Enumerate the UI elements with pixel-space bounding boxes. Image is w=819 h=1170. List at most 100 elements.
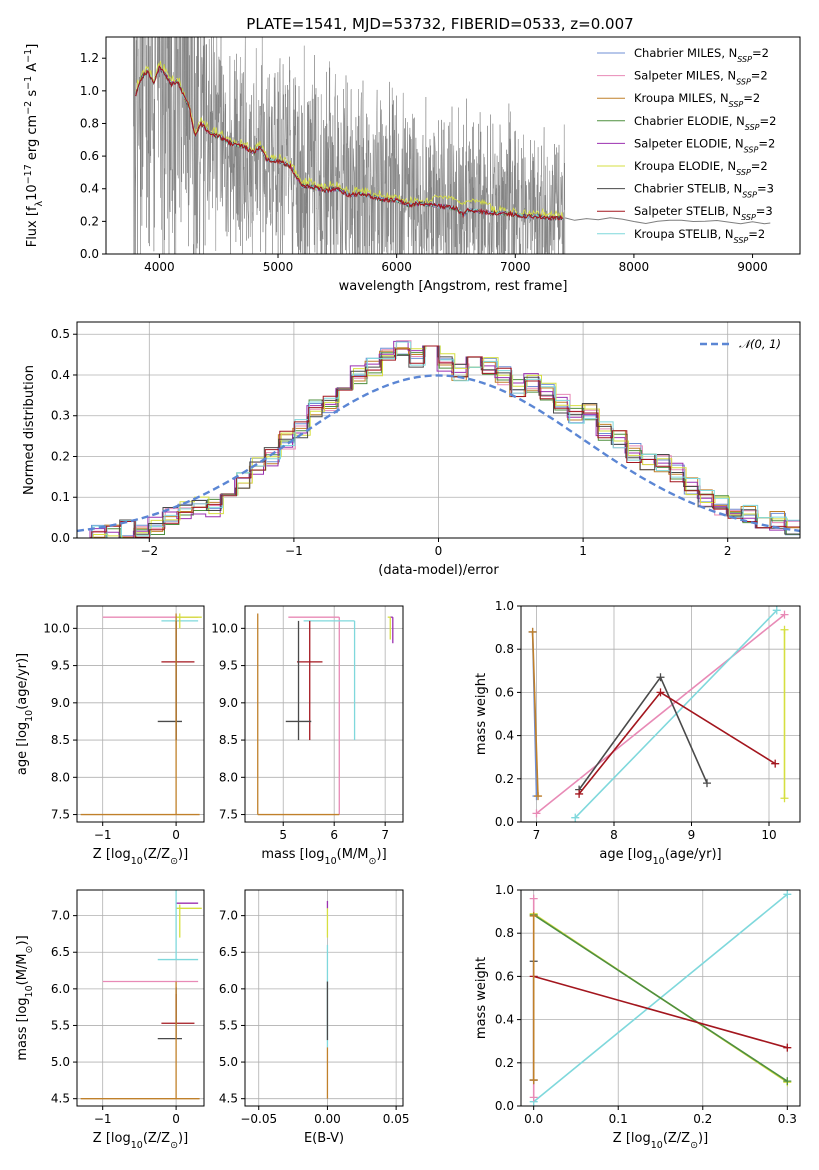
spectrum-legend: Chabrier MILES, NSSP=2 Salpeter MILES, NS…: [597, 46, 776, 244]
plus-marker: [780, 625, 789, 634]
plot-area-age_vs_Z: [80, 613, 202, 816]
x-axis-label: mass [log10(M/M⊙)]: [261, 847, 386, 867]
x-axis-label: Z [log10(Z/Z⊙)]: [93, 847, 188, 867]
data-spectrum-tail: [564, 217, 771, 225]
plus-marker: [772, 606, 781, 615]
y-tick-label: 0.2: [495, 1056, 514, 1070]
y-tick-label: 0.5: [51, 327, 70, 341]
y-tick-label: 5.5: [219, 1018, 238, 1032]
x-tick-label: 5: [279, 828, 287, 842]
panel-massweight_vs_age: 7 8 9 10 0.0 0.2 0.4 0.6 0.8 1.0 age [log10(age/yr…: [474, 599, 801, 867]
plus-marker: [771, 759, 780, 768]
plus-marker: [783, 1077, 792, 1086]
x-tick-label: 9000: [737, 260, 768, 274]
hist-step-chabrier-stelib: [77, 345, 800, 538]
x-tick-label: 2: [724, 544, 732, 558]
y-tick-label: 7.5: [51, 808, 70, 822]
panel-age_vs_Z: −1 0 7.5 8.0 8.5 9.0 9.5 10.0 Z [log10(Z/Z⊙)] age…: [15, 605, 205, 867]
y-tick-label: 0.0: [51, 531, 70, 545]
axes-frame: [520, 605, 801, 823]
y-tick-label: 0.6: [495, 969, 514, 983]
x-tick-label: 7: [381, 828, 389, 842]
y-axis-label: age [log10(age/yr)]: [15, 653, 35, 775]
x-tick-label: 0.3: [778, 1112, 797, 1126]
y-axis-label: Flux [fλ10−17 erg cm−2 s−1 A−1]: [23, 44, 45, 248]
series-line-kroupa-miles: [531, 631, 539, 797]
y-tick-label: 0.4: [495, 729, 514, 743]
plus-marker: [529, 1093, 538, 1102]
y-tick-label: 1.0: [495, 883, 514, 897]
x-tick-label: 5000: [263, 260, 294, 274]
x-axis-label: E(B-V): [304, 1131, 344, 1146]
y-tick-label: 8.5: [51, 733, 70, 747]
series-line-chabrier-elodie: [533, 914, 788, 1082]
y-tick-label: 0.4: [495, 1013, 514, 1027]
plot-area-massweight_vs_age: [528, 606, 789, 822]
plus-marker: [532, 809, 541, 818]
panel-massweight_vs_Z: 0.0 0.1 0.2 0.3 0.0 0.2 0.4 0.6 0.8 1.0 Z [log10(Z…: [474, 883, 801, 1151]
x-tick-label: 8000: [619, 260, 650, 274]
y-tick-label: 0.6: [495, 685, 514, 699]
x-tick-label: 0: [172, 828, 180, 842]
plus-marker: [780, 610, 789, 619]
plus-marker: [783, 890, 792, 899]
x-tick-label: −1: [285, 544, 303, 558]
plus-marker: [783, 1043, 792, 1052]
y-tick-label: 4.5: [51, 1092, 70, 1106]
y-tick-label: 8.5: [219, 733, 238, 747]
axes-frame: [244, 605, 404, 823]
plus-marker: [780, 794, 789, 803]
y-tick-label: 0.3: [51, 409, 70, 423]
plus-marker: [575, 789, 584, 798]
panel-mass_vs_EBV: −0.05 0.00 0.05 4.5 5.0 5.5 6.0 6.5 7.0 E(B-V): [219, 889, 409, 1146]
hist-step-salpeter-stelib: [77, 345, 800, 538]
y-tick-label: 0.0: [80, 247, 99, 261]
y-tick-label: 9.0: [51, 696, 70, 710]
y-axis-label: mass weight: [474, 957, 489, 1039]
legend-entry: Kroupa ELODIE, NSSP=2: [634, 159, 768, 177]
x-tick-label: 1: [579, 544, 587, 558]
series-line-salpeter-stelib: [533, 975, 788, 1049]
plus-marker: [703, 779, 711, 788]
hist-step-kroupa-stelib: [78, 341, 800, 538]
model-line-salpeter-stelib: [135, 65, 564, 221]
panel-residuals: −2 −1 0 1 2 0.0 0.1 0.2 0.3 0.4 0.5 (data-model)/er…: [22, 321, 801, 578]
y-axis-label: Normed distribution: [22, 365, 37, 495]
y-tick-label: 7.0: [219, 909, 238, 923]
y-tick-label: 7.5: [219, 808, 238, 822]
y-tick-label: 1.0: [495, 599, 514, 613]
y-tick-label: 0.2: [495, 772, 514, 786]
panels: 4000 5000 6000 7000 8000 90000.00.20.40.60.81…: [15, 36, 801, 1151]
legend-entry: 𝒩(0, 1): [739, 337, 781, 351]
y-tick-label: 5.0: [51, 1055, 70, 1069]
x-tick-label: 6000: [381, 260, 412, 274]
series-line-chabrier-stelib: [578, 675, 708, 791]
axes-frame: [76, 321, 801, 539]
y-tick-label: 1.0: [80, 84, 99, 98]
x-tick-label: 10: [761, 828, 776, 842]
y-tick-label: 0.2: [51, 449, 70, 463]
y-tick-label: 0.8: [80, 116, 99, 130]
plot-area-massweight_vs_Z: [529, 890, 792, 1106]
data-spectrum-noisy: [133, 37, 566, 254]
x-axis-label: Z [log10(Z/Z⊙)]: [613, 1131, 708, 1151]
plot-area-spectrum: [133, 37, 771, 254]
x-axis-label: wavelength [Angstrom, rest frame]: [339, 279, 568, 294]
x-tick-label: 0: [435, 544, 443, 558]
y-tick-label: 0.1: [51, 490, 70, 504]
y-tick-label: 0.6: [80, 149, 99, 163]
x-tick-label: 0.2: [693, 1112, 712, 1126]
y-tick-label: 0.4: [51, 368, 70, 382]
x-axis-label: (data-model)/error: [378, 563, 499, 578]
plus-marker: [529, 894, 538, 903]
x-tick-label: −1: [94, 1112, 112, 1126]
plot-area-mass_vs_Z: [80, 890, 202, 1100]
x-axis-label: Z [log10(Z/Z⊙)]: [93, 1131, 188, 1151]
x-tick-label: −0.05: [240, 1112, 277, 1126]
plus-marker: [571, 813, 580, 822]
y-tick-label: 4.5: [219, 1092, 238, 1106]
legend-entry: Kroupa MILES, NSSP=2: [634, 91, 760, 109]
panel-mass_vs_Z: −1 0 4.5 5.0 5.5 6.0 6.5 7.0 Z [log10(Z/Z⊙)] mass…: [15, 889, 205, 1151]
y-tick-label: 0.8: [495, 926, 514, 940]
y-tick-label: 0.2: [80, 214, 99, 228]
